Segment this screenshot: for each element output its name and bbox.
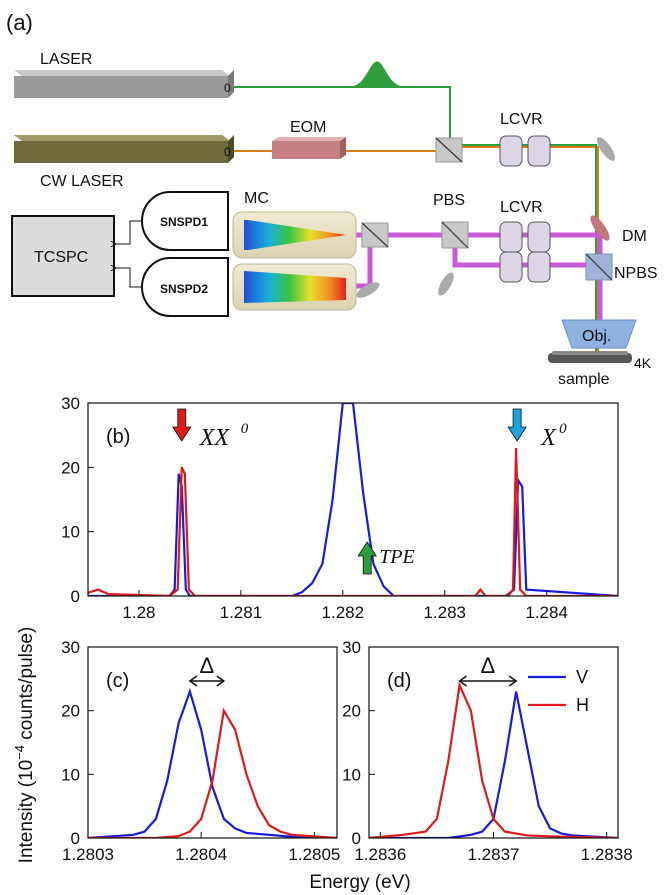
x-tick-label: 1.2803 — [62, 845, 114, 864]
y-tick-label: 30 — [61, 394, 80, 413]
legend-label-v: V — [576, 667, 588, 687]
series-line-v — [369, 691, 618, 838]
snspd2-detector — [141, 257, 229, 317]
npbs-cube — [585, 253, 613, 281]
lcvr-middle — [499, 221, 551, 283]
y-tick-label: 20 — [61, 702, 80, 721]
mc-beamsplitter — [361, 222, 389, 248]
dm-label: DM — [622, 228, 647, 245]
y-axis-label: Intensity (10−4 counts/pulse) — [12, 627, 37, 864]
panel-label-a: (a) — [6, 10, 33, 35]
pbs-label: PBS — [433, 192, 465, 209]
series-line-red — [88, 447, 618, 596]
y-tick-label: 0 — [71, 587, 80, 606]
tpe-arrow — [357, 541, 377, 575]
cw-laser-label: CW LASER — [40, 173, 124, 190]
xx0-label: XX — [199, 425, 231, 451]
mirror-mc-lower — [356, 282, 380, 298]
snspd1-detector — [141, 191, 229, 251]
series-line-h — [369, 681, 618, 838]
objective-label: Obj. — [582, 328, 611, 345]
xx0-superscript: 0 — [241, 421, 249, 437]
delta-arrowhead-left — [458, 675, 467, 687]
y-tick-label: 30 — [61, 638, 80, 657]
mirror-pbs-lower — [438, 272, 454, 296]
tcspc-box — [11, 215, 115, 297]
series-line-h — [88, 707, 337, 838]
series-line-v — [88, 688, 337, 838]
mirror-top-right — [596, 137, 616, 161]
x-tick-label: 1.28 — [122, 603, 155, 622]
y-tick-label: 10 — [61, 765, 80, 784]
spectrum-plot-d: 1.2836 1.2837 1.2838 0 10 20 30 (d) Δ VH — [342, 638, 633, 864]
eom-label: EOM — [290, 119, 326, 136]
lcvr-top-label: LCVR — [500, 111, 543, 128]
x0-label: X — [540, 425, 557, 451]
pulse-shape — [349, 61, 405, 88]
lcvr-middle-label: LCVR — [500, 199, 543, 216]
plot-frame — [87, 646, 338, 839]
legend-label-h: H — [576, 695, 589, 715]
sample-stage — [548, 351, 632, 363]
pulsed-laser: 0 — [14, 70, 234, 98]
svg-text:0: 0 — [224, 81, 231, 95]
snspd1-label: SNSPD1 — [160, 215, 208, 229]
dichroic-mirror — [590, 215, 610, 241]
cw-laser: 0 — [14, 135, 234, 163]
xx0-arrow — [172, 408, 192, 442]
y-tick-label: 0 — [352, 829, 361, 848]
optical-setup-diagram: (a) 0 LASER 0 CW LASER — [6, 10, 658, 388]
panel-label: (d) — [387, 670, 411, 692]
delta-arrowhead-right — [216, 675, 226, 687]
x-tick-label: 1.2836 — [354, 845, 406, 864]
y-tick-label: 0 — [71, 829, 80, 848]
x-tick-label: 1.2804 — [175, 845, 227, 864]
y-tick-label: 10 — [61, 523, 80, 542]
laser-label: LASER — [40, 51, 92, 68]
y-tick-label: 30 — [342, 638, 361, 657]
x-tick-label: 1.2837 — [468, 845, 520, 864]
delta-arrowhead-left — [188, 675, 198, 687]
x0-superscript: 0 — [559, 421, 567, 437]
mc-label: MC — [244, 190, 269, 207]
objective-lens — [561, 319, 637, 349]
monochromator-2 — [232, 263, 357, 311]
x-tick-label: 1.283 — [423, 603, 466, 622]
tpe-label: TPE — [379, 546, 415, 568]
svg-text:0: 0 — [224, 145, 231, 159]
delta-label: Δ — [199, 653, 214, 678]
sample-label: sample — [558, 371, 610, 388]
x-tick-label: 1.284 — [525, 603, 568, 622]
series-line-blue — [88, 403, 618, 596]
lcvr-top — [499, 135, 551, 167]
spectrum-plot-c: 1.2803 1.2804 1.2805 0 10 20 30 (c) Δ — [61, 638, 340, 864]
snspd2-label: SNSPD2 — [160, 282, 208, 296]
delta-arrowhead-right — [508, 675, 518, 687]
tcspc-label: TCSPC — [34, 249, 88, 266]
x-tick-label: 1.282 — [322, 603, 365, 622]
monochromator-1 — [232, 211, 357, 259]
x0-arrow — [507, 408, 527, 442]
x-axis-label: Energy (eV) — [309, 872, 410, 893]
eom-modulator — [272, 137, 346, 159]
temperature-label: 4K — [634, 355, 652, 371]
panel-label: (b) — [106, 426, 130, 448]
beamsplitter-cube-top — [435, 137, 463, 163]
pbs-cube — [441, 221, 469, 249]
npbs-label: NPBS — [614, 265, 658, 282]
detector-connections — [116, 220, 142, 288]
delta-label: Δ — [480, 653, 495, 678]
y-tick-label: 20 — [342, 702, 361, 721]
y-tick-label: 10 — [342, 765, 361, 784]
plot-frame — [87, 402, 619, 597]
x-tick-label: 1.2838 — [581, 845, 633, 864]
x-tick-label: 1.2805 — [288, 845, 340, 864]
x-tick-label: 1.281 — [220, 603, 263, 622]
y-tick-label: 20 — [61, 458, 80, 477]
panel-label: (c) — [106, 670, 129, 692]
